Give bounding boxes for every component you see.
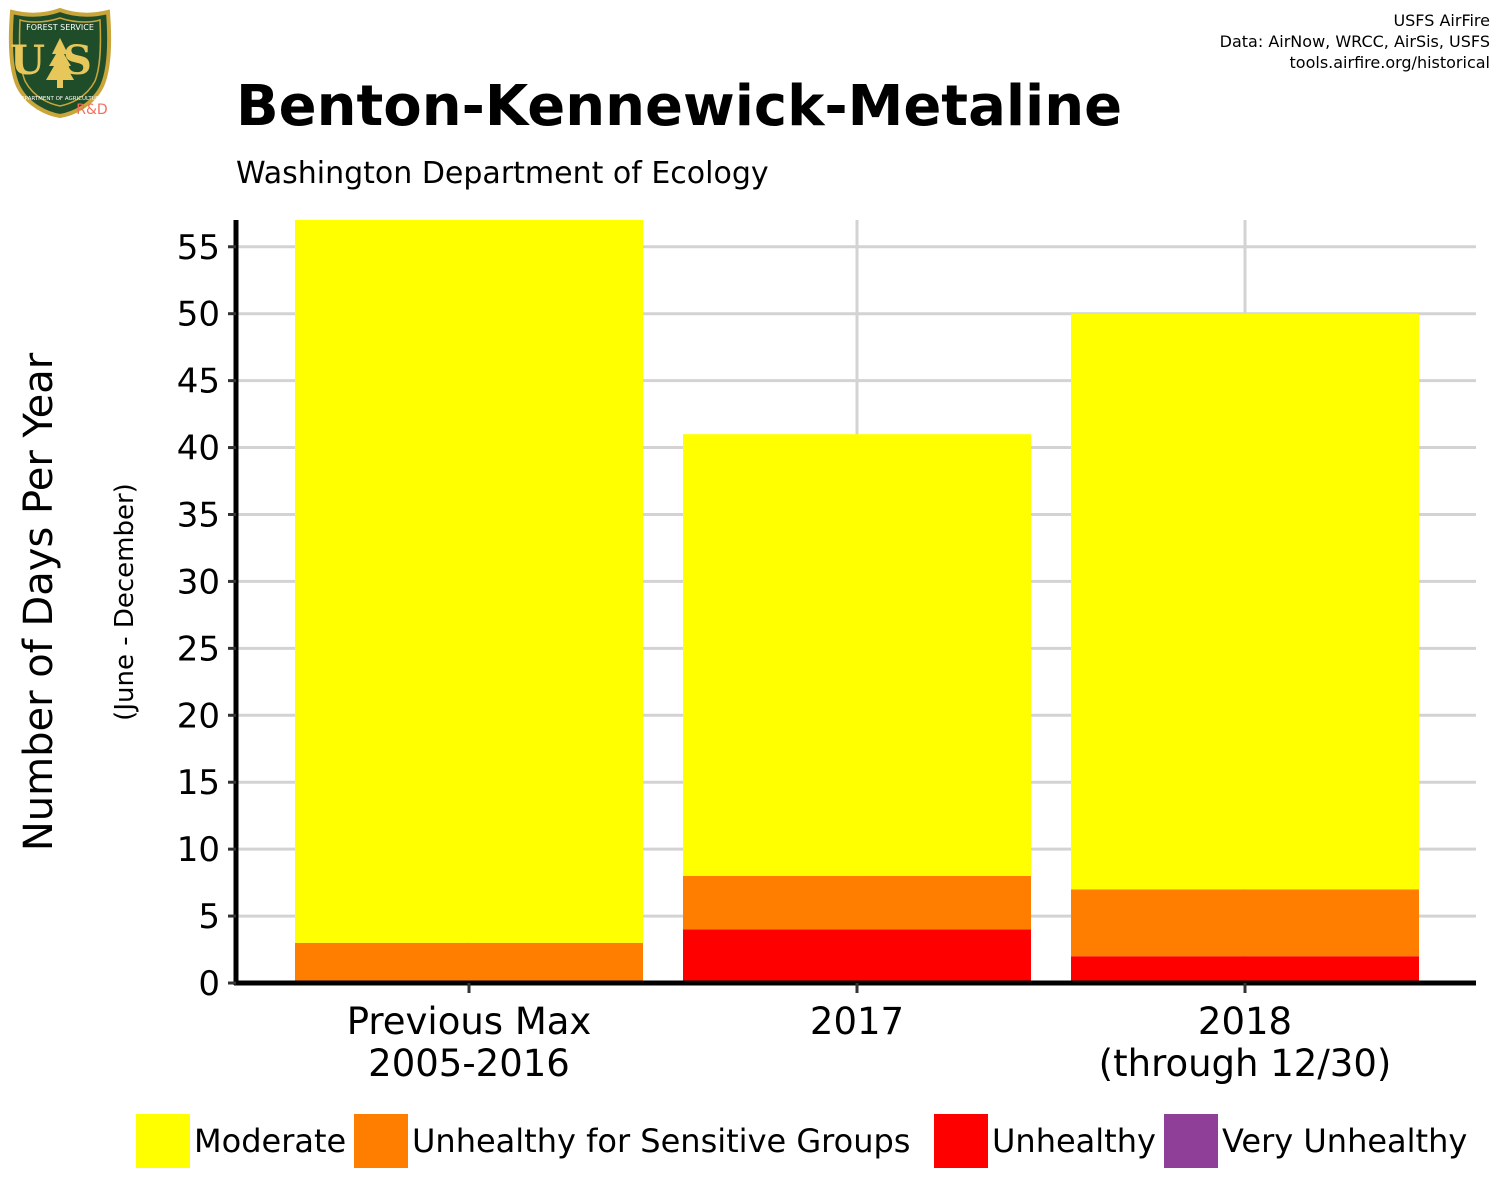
y-tick-label: 25 — [177, 629, 220, 669]
logo-rd-text: R&D — [76, 102, 107, 118]
legend-item-moderate: Moderate — [136, 1114, 356, 1168]
tree-icon — [46, 38, 74, 88]
credit-line: tools.airfire.org/historical — [1289, 53, 1490, 72]
bar-segment-unhealthy — [1071, 956, 1419, 983]
bar-segment-moderate — [683, 434, 1031, 876]
credits: USFS AirFire Data: AirNow, WRCC, AirSis,… — [1220, 10, 1490, 73]
bar-segment-unhealthy-for-sensitive-groups — [295, 942, 643, 983]
y-tick-label: 30 — [177, 562, 220, 602]
legend-swatch — [354, 1114, 408, 1168]
y-tick-label: 50 — [177, 295, 220, 335]
bar-segment-unhealthy-for-sensitive-groups — [683, 875, 1031, 930]
y-tick-label: 15 — [177, 763, 220, 803]
y-tick-label: 5 — [198, 897, 220, 937]
legend-item-usg: Unhealthy for Sensitive Groups — [354, 1114, 934, 1168]
legend-label: Unhealthy for Sensitive Groups — [412, 1122, 911, 1160]
bars — [295, 220, 1419, 983]
y-tick-label: 45 — [177, 362, 220, 402]
x-tick-label: 2018 — [1198, 1000, 1292, 1043]
y-tick-label: 40 — [177, 429, 220, 469]
legend-item-unhealthy: Unhealthy — [934, 1114, 1164, 1168]
y-tick-label: 10 — [177, 830, 220, 870]
axes: 0 5 10 15 20 25 30 35 40 45 50 55 Previous Max2005-2… — [177, 220, 1476, 1085]
credit-line: Data: AirNow, WRCC, AirSis, USFS — [1219, 32, 1490, 51]
y-tick-label: 20 — [177, 696, 220, 736]
bar-segment-moderate — [295, 220, 643, 943]
bar-segment-moderate — [1071, 313, 1419, 890]
bar-segment-unhealthy-for-sensitive-groups — [1071, 889, 1419, 957]
usfs-logo: FOREST SERVICE US DEPARTMENT OF AGRICULT… — [8, 8, 112, 118]
y-tick-label: 0 — [198, 964, 220, 1004]
legend-label: Unhealthy — [992, 1122, 1156, 1160]
y-tick-label: 55 — [177, 228, 220, 268]
logo-text-top: FOREST SERVICE — [26, 23, 94, 32]
x-tick-label: 2017 — [810, 1000, 904, 1043]
y-tick-label: 35 — [177, 495, 220, 535]
legend-swatch — [934, 1114, 988, 1168]
legend-swatch — [136, 1114, 190, 1168]
y-axis-sublabel: (June - December) — [110, 483, 140, 721]
legend-swatch — [1164, 1114, 1218, 1168]
legend-item-very-unhealthy: Very Unhealthy — [1164, 1114, 1484, 1168]
chart-title: Benton-Kennewick-Metaline — [236, 74, 1123, 139]
logo-text-bottom: DEPARTMENT OF AGRICULTURE — [17, 96, 104, 102]
x-tick-label: Previous Max — [347, 1000, 592, 1043]
chart-subtitle: Washington Department of Ecology — [236, 156, 769, 191]
legend-label: Very Unhealthy — [1222, 1122, 1468, 1160]
legend-label: Moderate — [194, 1122, 347, 1160]
bar-segment-unhealthy — [683, 929, 1031, 983]
y-axis-label: Number of Days Per Year — [16, 352, 62, 851]
credit-line: USFS AirFire — [1393, 11, 1490, 30]
x-tick-label: 2005-2016 — [368, 1042, 570, 1085]
x-tick-label: (through 12/30) — [1099, 1042, 1392, 1085]
